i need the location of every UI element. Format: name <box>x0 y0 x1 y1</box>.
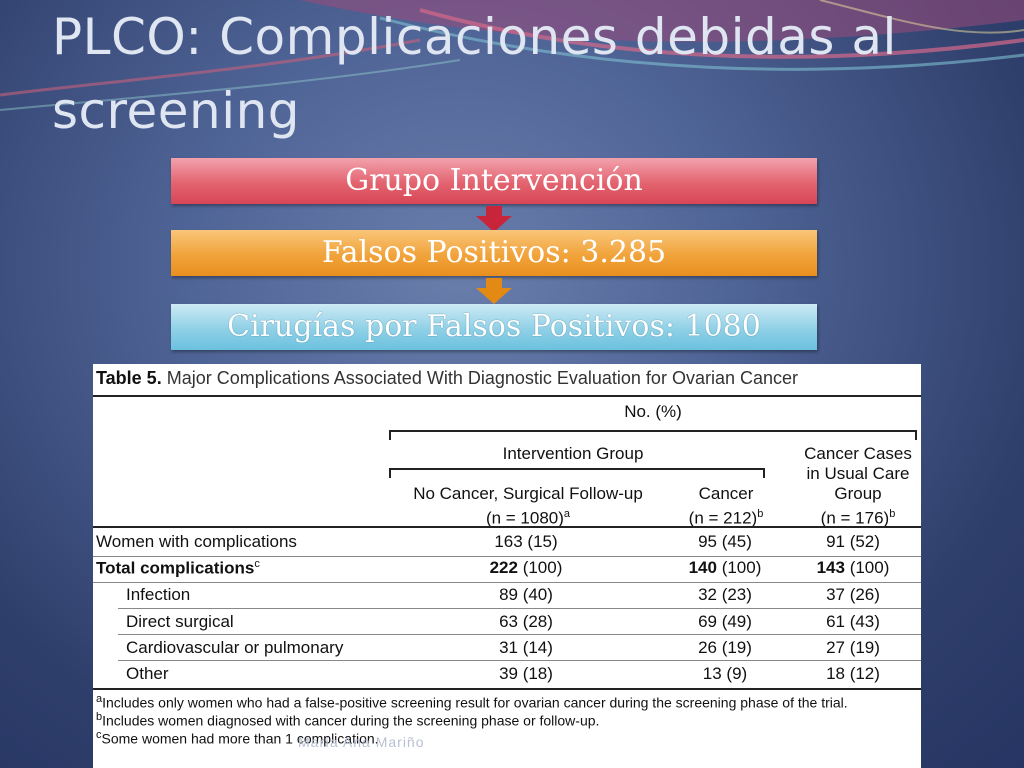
table-cell: 39 (18) <box>499 664 553 683</box>
row-label-other: Other <box>126 664 169 683</box>
flow-step-false-positives: Falsos Positivos: 3.285 <box>171 230 817 276</box>
author-watermark: María Ana Mariño <box>298 734 425 750</box>
col-header-usual-care: Cancer Cases in Usual Care Group (n = 17… <box>804 444 912 528</box>
complications-table: Table 5. Major Complications Associated … <box>93 364 921 768</box>
header-intervention-group: Intervention Group <box>502 444 644 463</box>
table-number: Table 5. <box>96 368 162 388</box>
down-arrow-icon <box>476 278 512 304</box>
table-cell: 32 (23) <box>698 585 752 604</box>
table-cell: 18 (12) <box>826 664 880 683</box>
table-cell: 27 (19) <box>826 638 880 657</box>
down-arrow-icon <box>476 206 512 232</box>
row-label-direct-surgical: Direct surgical <box>126 612 234 631</box>
table-cell: 222 (100) <box>489 558 563 577</box>
header-no-percent: No. (%) <box>624 402 682 421</box>
table-cell: 89 (40) <box>499 585 553 604</box>
table-cell: 61 (43) <box>826 612 880 631</box>
table-cell: 95 (45) <box>698 532 752 551</box>
header-swoosh-decoration <box>0 0 1024 111</box>
table-cell: 163 (15) <box>494 532 558 551</box>
row-label-infection: Infection <box>126 585 191 604</box>
table-cell: 143 (100) <box>816 558 890 577</box>
row-label-cardiovascular: Cardiovascular or pulmonary <box>126 638 344 657</box>
table-cell: 37 (26) <box>826 585 880 604</box>
footnote-b: bIncludes women diagnosed with cancer du… <box>96 711 600 729</box>
table-title: Table 5. Major Complications Associated … <box>96 368 798 389</box>
table-cell: 69 (49) <box>698 612 752 631</box>
footnote-c: cSome women had more than 1 complication… <box>96 729 379 747</box>
table-cell: 63 (28) <box>499 612 553 631</box>
table-caption: Major Complications Associated With Diag… <box>166 368 798 388</box>
footnote-a: aIncludes only women who had a false-pos… <box>96 693 848 711</box>
table-cell: 91 (52) <box>826 532 880 551</box>
table-cell: 31 (14) <box>499 638 553 657</box>
table-cell: 140 (100) <box>688 558 762 577</box>
row-label-total-complications: Total complicationsc <box>96 558 260 578</box>
slide-title: PLCO: Complicaciones debidas al screenin… <box>52 8 897 140</box>
col-header-no-cancer: No Cancer, Surgical Follow-up (n = 1080)… <box>413 484 643 528</box>
table-cell: 26 (19) <box>698 638 752 657</box>
flow-step-surgeries: Cirugías por Falsos Positivos: 1080 <box>171 304 817 350</box>
col-header-cancer: Cancer (n = 212)b <box>688 484 764 528</box>
flow-step-intervention-group: Grupo Intervención <box>171 158 817 204</box>
table-cell: 13 (9) <box>702 664 748 683</box>
row-label-women-with-complications: Women with complications <box>96 532 297 551</box>
